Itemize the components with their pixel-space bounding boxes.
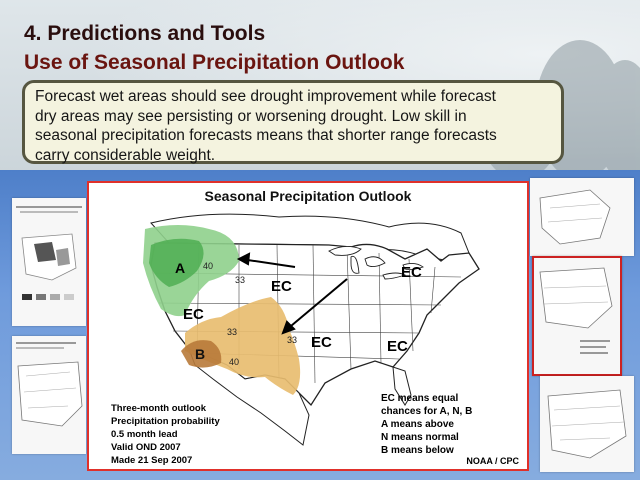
region-above-core xyxy=(149,238,204,287)
label-ec: EC xyxy=(271,278,292,295)
info-line: Precipitation probability xyxy=(111,416,220,427)
region-below-normal xyxy=(185,297,301,395)
florida xyxy=(392,366,412,406)
legend-line: chances for A, N, B xyxy=(381,406,472,417)
legend-line: A means above xyxy=(381,419,454,430)
contour-label-33: 33 xyxy=(287,335,297,345)
slide-subtitle: Use of Seasonal Precipitation Outlook xyxy=(24,51,405,74)
thumbnail-precip-map xyxy=(12,336,86,454)
thumbnail-south-map xyxy=(540,376,634,472)
great-lakes xyxy=(328,246,424,280)
label-above: A xyxy=(175,260,185,276)
credit: NOAA / CPC xyxy=(466,456,519,466)
outlook-map-panel: Seasonal Precipitation Outlook xyxy=(87,181,529,471)
callout-line: seasonal precipitation forecasts means t… xyxy=(35,127,497,144)
label-ec: EC xyxy=(183,306,204,323)
callout-line: Forecast wet areas should see drought im… xyxy=(35,88,496,105)
map-title: Seasonal Precipitation Outlook xyxy=(205,188,412,204)
contour-label-33: 33 xyxy=(227,327,237,337)
contour-label-40: 40 xyxy=(203,261,213,271)
thumbnail-east-map xyxy=(530,178,634,256)
callout-line: dry areas may see persisting or worsenin… xyxy=(35,107,467,125)
legend-line: EC means equal xyxy=(381,393,458,404)
legend-line: B means below xyxy=(381,445,454,456)
region-below-core xyxy=(181,340,222,368)
arrows xyxy=(236,252,348,335)
contour-label-40: 40 xyxy=(229,357,239,367)
thumbnail-drought-map xyxy=(12,198,86,326)
legend-line: N means normal xyxy=(381,432,459,443)
label-below: B xyxy=(195,346,205,362)
info-line: 0.5 month lead xyxy=(111,429,178,440)
thumbnail-outlook-map xyxy=(532,256,622,376)
outlook-map: Seasonal Precipitation Outlook xyxy=(111,188,519,466)
label-ec: EC xyxy=(311,334,332,351)
canada-outline xyxy=(150,213,470,262)
contour-label-33: 33 xyxy=(235,275,245,285)
info-line: Valid OND 2007 xyxy=(111,442,181,453)
slide-title: 4. Predictions and Tools xyxy=(24,22,266,45)
info-line: Made 21 Sep 2007 xyxy=(111,455,192,466)
info-line: Three-month outlook xyxy=(111,403,207,414)
label-ec: EC xyxy=(387,338,408,355)
callout-box: Forecast wet areas should see drought im… xyxy=(22,80,564,164)
label-ec: EC xyxy=(401,264,422,281)
callout-line: carry considerable weight. xyxy=(35,146,216,164)
